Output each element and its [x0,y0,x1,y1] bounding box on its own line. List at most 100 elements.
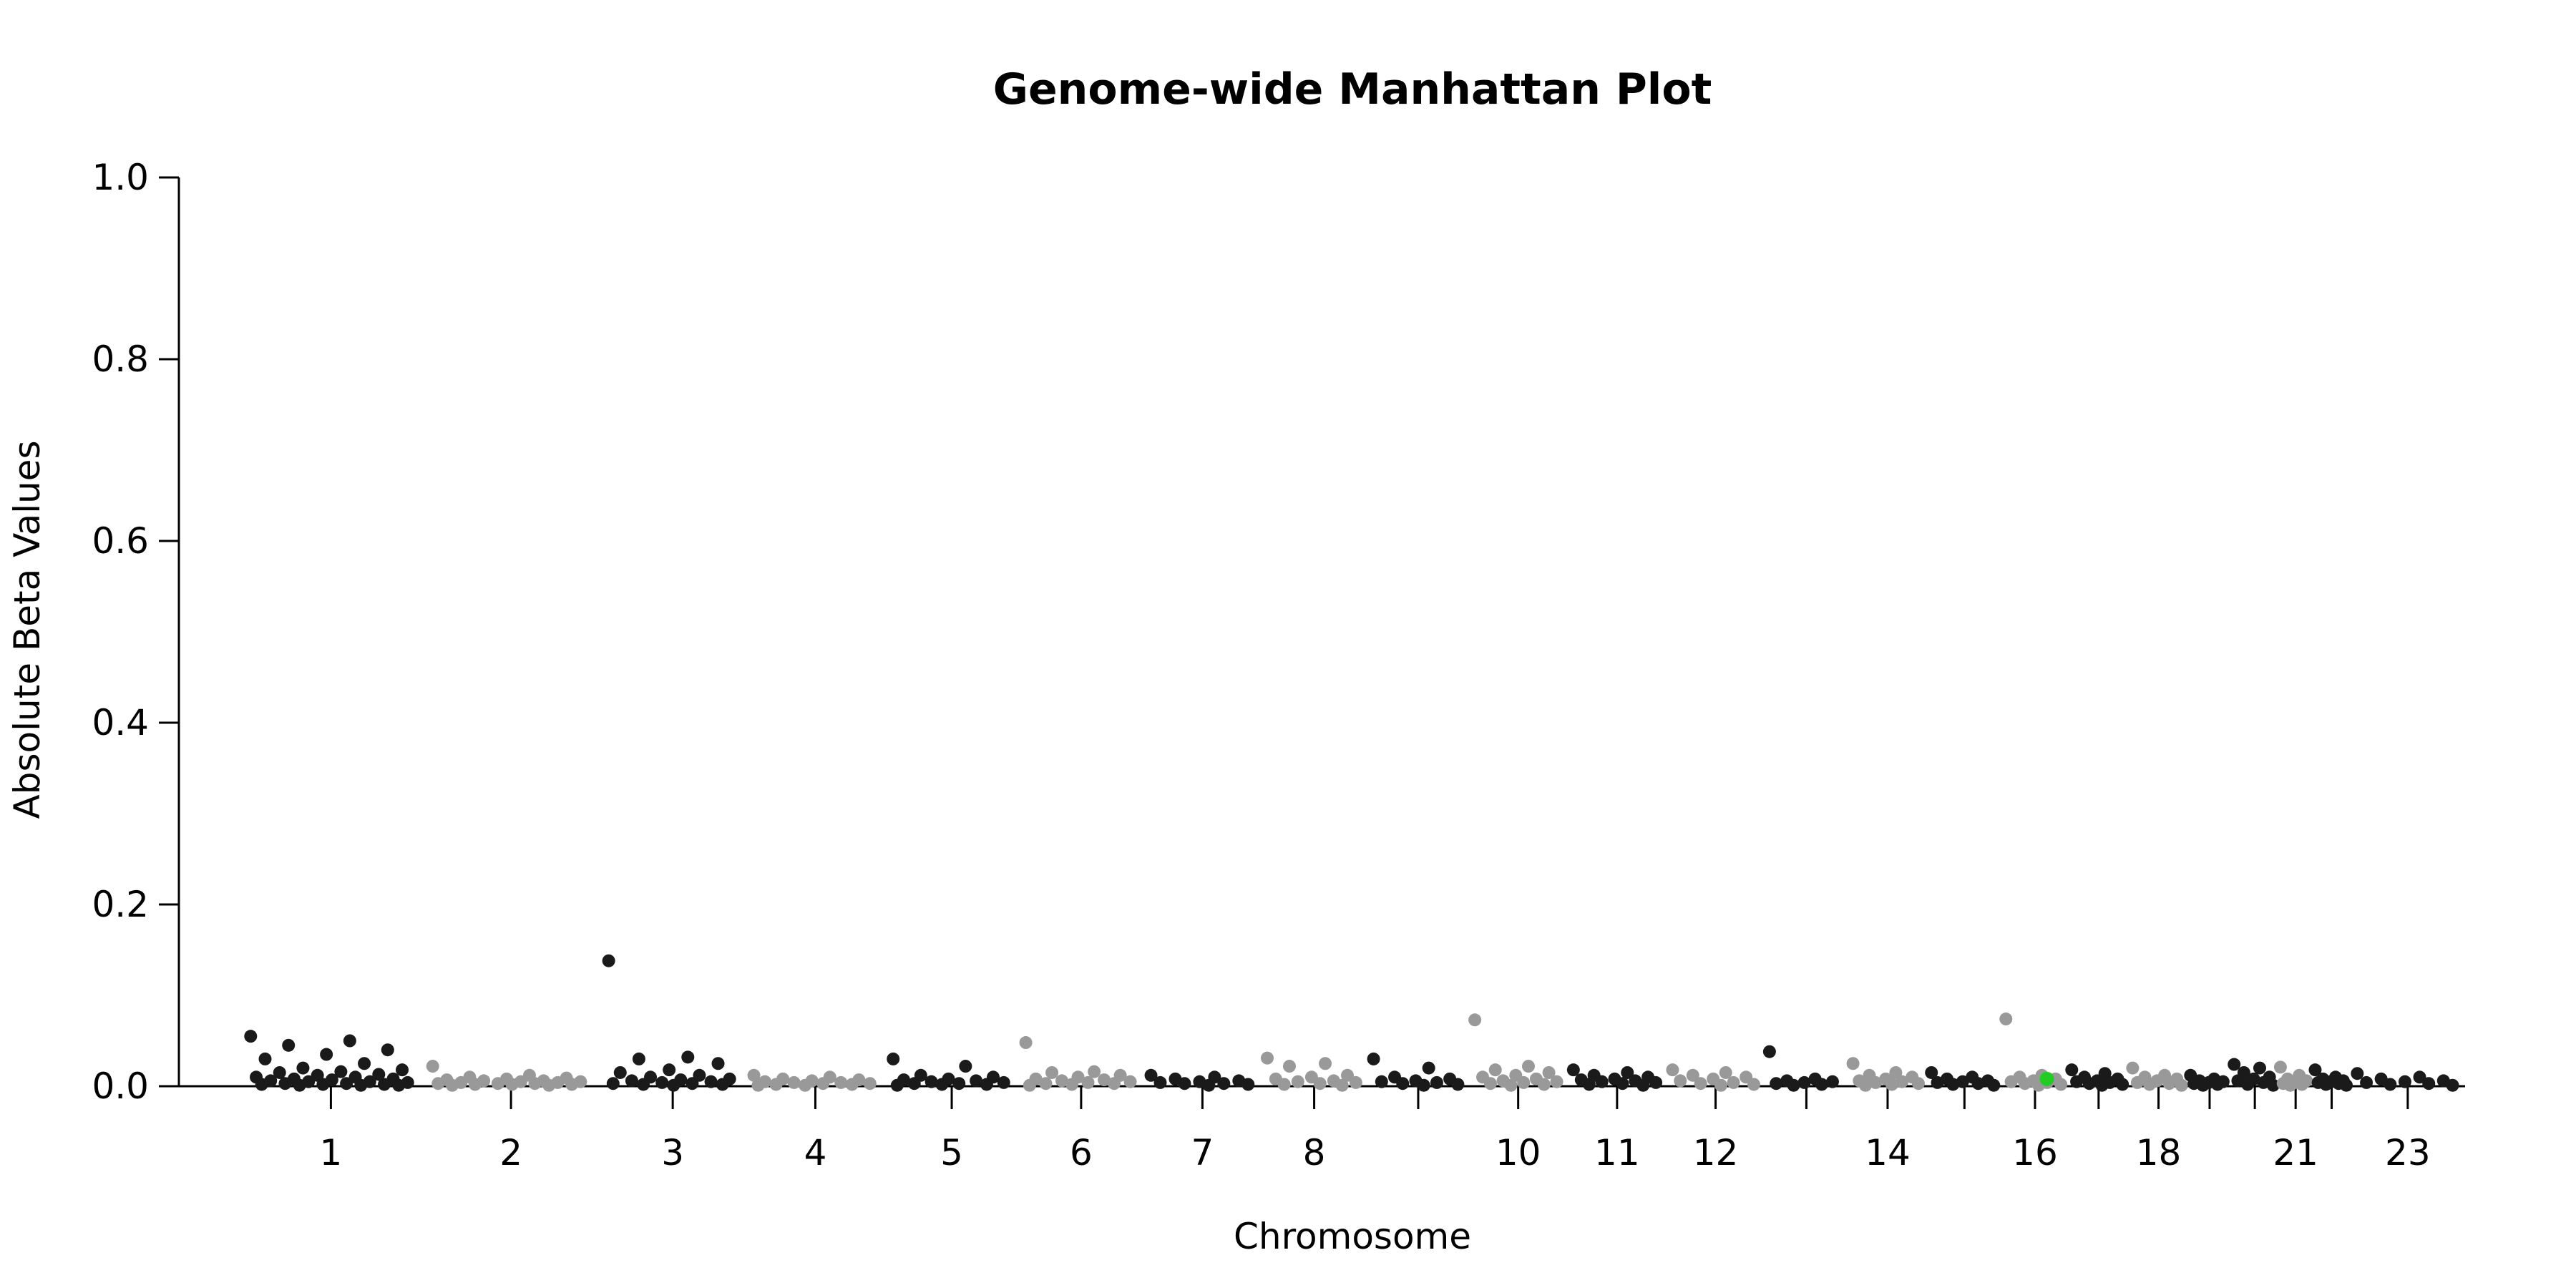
x-tick-label: 12 [1693,1132,1739,1174]
data-point [2065,1063,2079,1077]
data-point [278,1077,292,1091]
data-point [1859,1078,1873,1092]
data-point [997,1075,1010,1089]
data-point [343,1034,356,1048]
data-point [845,1078,859,1091]
data-point [1417,1078,1430,1092]
data-point [372,1068,386,1081]
data-point [2398,1075,2411,1088]
data-point [2162,1077,2176,1091]
data-point [1649,1075,1663,1089]
data-point [2228,1058,2241,1071]
data-point [1595,1075,1609,1088]
data-point [1846,1057,1860,1070]
data-point [711,1057,725,1070]
data-point [1542,1065,1556,1079]
data-point [1925,1065,1938,1079]
data-point [2211,1078,2225,1091]
y-tick-label: 0.2 [92,884,149,925]
data-point [255,1078,268,1091]
x-tick-label: 23 [2385,1132,2431,1174]
data-point [799,1078,812,1092]
data-point [704,1075,718,1088]
data-point [1039,1077,1053,1091]
data-point [667,1078,680,1092]
data-point [1521,1060,1535,1073]
data-point [716,1078,729,1091]
data-point [1291,1075,1304,1088]
data-point [1340,1068,1354,1082]
data-point [625,1074,638,1088]
x-tick-label: 3 [661,1132,684,1174]
data-point [2018,1077,2031,1091]
data-point [2126,1061,2140,1075]
x-tick-label: 5 [940,1132,963,1174]
data-point [505,1078,519,1091]
data-point [293,1078,306,1092]
data-point [565,1078,579,1091]
data-point [1019,1036,1033,1050]
data-point [1098,1073,1111,1087]
data-point [2253,1061,2266,1075]
data-point [959,1060,972,1073]
data-point [1396,1077,1410,1091]
data-point [258,1052,272,1065]
y-tick-label: 0.8 [92,338,149,380]
highlighted-data-point [2039,1071,2054,1086]
data-point [769,1078,783,1091]
data-point [1825,1075,1839,1088]
data-point [1313,1077,1327,1091]
data-point [2413,1070,2426,1084]
x-tick-label: 10 [1496,1132,1541,1174]
data-point [1045,1065,1059,1079]
data-point [606,1077,620,1091]
data-point [747,1068,761,1082]
data-point [1666,1063,1679,1077]
data-point [2340,1078,2353,1092]
data-point [907,1077,921,1091]
data-point [378,1078,391,1091]
data-point [1517,1075,1531,1089]
data-point [2273,1060,2287,1074]
y-tick-label: 1.0 [92,157,149,198]
data-point [2360,1075,2373,1089]
data-point [816,1077,830,1091]
x-tick-label: 7 [1191,1132,1214,1174]
data-point [1787,1078,1800,1092]
y-tick-label: 0.0 [92,1065,149,1107]
data-point [1550,1075,1563,1088]
data-point [396,1063,409,1077]
data-point [491,1077,504,1091]
data-point [2422,1077,2436,1091]
data-point [1088,1065,1101,1078]
data-point [334,1065,348,1078]
x-tick-label: 8 [1303,1132,1326,1174]
data-point [1488,1063,1502,1077]
data-point [2095,1078,2109,1092]
data-point [528,1077,542,1091]
data-point [2070,1075,2084,1088]
data-point [2142,1078,2156,1091]
data-point [1335,1078,1349,1092]
data-point [2241,1078,2255,1091]
data-point [1367,1052,1380,1065]
data-point [1727,1075,1740,1089]
data-point [1468,1013,1482,1027]
data-point [1686,1068,1699,1082]
y-axis-label: Absolute Beta Values [6,441,48,819]
data-point [834,1075,848,1089]
data-point [1674,1074,1687,1088]
data-point [887,1052,900,1065]
data-point [1999,1013,2013,1026]
data-point [1762,1045,1776,1058]
data-point [1241,1078,1255,1091]
data-point [1349,1075,1362,1089]
data-point [1946,1078,1960,1091]
data-point [445,1078,459,1092]
x-tick-label: 11 [1594,1132,1640,1174]
data-point [1375,1075,1388,1088]
x-tick-label: 2 [499,1132,522,1174]
data-point [637,1078,650,1091]
data-point [1144,1068,1158,1082]
